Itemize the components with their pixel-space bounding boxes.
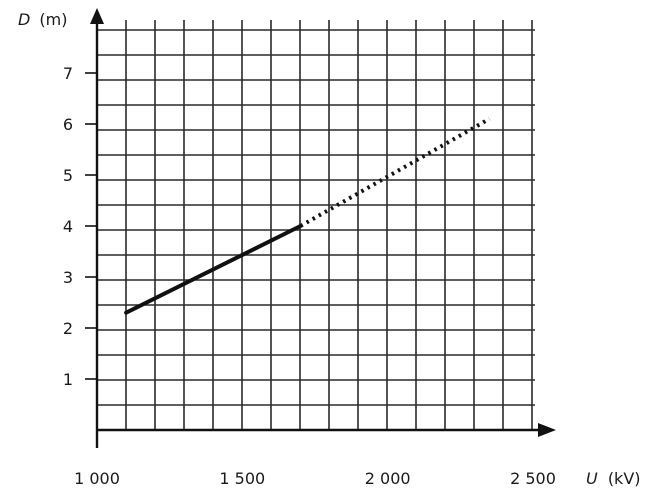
axes <box>90 8 556 448</box>
y-tick-label: 4 <box>63 217 73 236</box>
x-tick-label: 1 500 <box>219 469 265 488</box>
x-axis-variable: U <box>586 469 598 488</box>
x-tick-label: 1 000 <box>74 469 120 488</box>
y-axis-arrow-icon <box>90 8 104 24</box>
x-axis-arrow-icon <box>538 423 556 437</box>
series-line-dotted <box>299 117 491 228</box>
x-axis-unit: (kV) <box>608 469 641 488</box>
y-tick-label: 6 <box>63 115 73 134</box>
tick-labels: 1 2 3 4 5 6 7 1 000 1 500 2 000 2 500 <box>63 64 556 488</box>
x-axis-label: U (kV) <box>586 469 641 488</box>
y-tick-label: 1 <box>63 370 73 389</box>
y-axis-unit: (m) <box>39 10 67 29</box>
y-tick-label: 5 <box>63 166 73 185</box>
y-axis-label: D (m) <box>18 10 68 29</box>
y-tick-label: 2 <box>63 319 73 338</box>
grid <box>97 20 535 430</box>
y-tick-label: 7 <box>63 64 73 83</box>
x-tick-label: 2 500 <box>510 469 556 488</box>
y-tick-label: 3 <box>63 268 73 287</box>
series-line-solid <box>124 224 303 315</box>
series <box>124 117 491 315</box>
x-tick-label: 2 000 <box>365 469 411 488</box>
y-axis-variable: D <box>18 10 30 29</box>
